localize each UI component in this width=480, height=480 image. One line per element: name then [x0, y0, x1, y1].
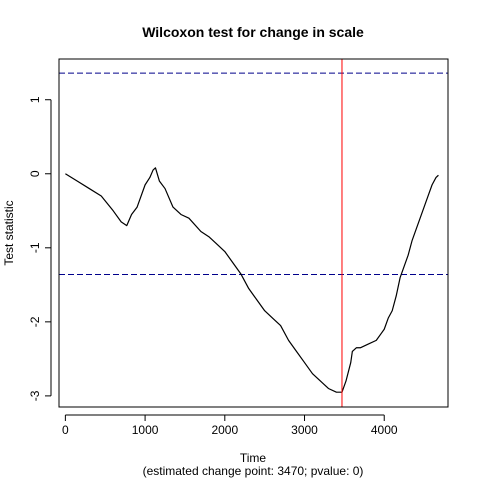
x-axis-label: Time: [240, 451, 267, 465]
x-tick-label-3000: 3000: [291, 423, 318, 437]
y-tick-label--1: -1: [28, 242, 42, 253]
y-axis-label: Test statistic: [2, 200, 16, 265]
y-tick-label-1: 1: [28, 96, 42, 103]
threshold-lines: [59, 72, 448, 275]
chart-subtitle: (estimated change point: 3470; pvalue: 0…: [143, 464, 364, 478]
x-tick-label-0: 0: [62, 423, 69, 437]
chart-title: Wilcoxon test for change in scale: [142, 24, 364, 40]
x-axis: 0 1000 2000 3000 4000: [62, 414, 398, 437]
series-layer: [65, 167, 439, 393]
plot-frame: [58, 58, 449, 408]
x-tick-label-4000: 4000: [371, 423, 398, 437]
x-tick-label-2000: 2000: [211, 423, 238, 437]
y-tick-label--2: -2: [28, 316, 42, 327]
y-tick-label-0: 0: [28, 170, 42, 177]
y-axis: -3 -2 -1 0 1: [28, 96, 52, 401]
x-tick-label-1000: 1000: [132, 423, 159, 437]
series-line-0: [65, 167, 439, 393]
y-tick-label--3: -3: [28, 390, 42, 401]
